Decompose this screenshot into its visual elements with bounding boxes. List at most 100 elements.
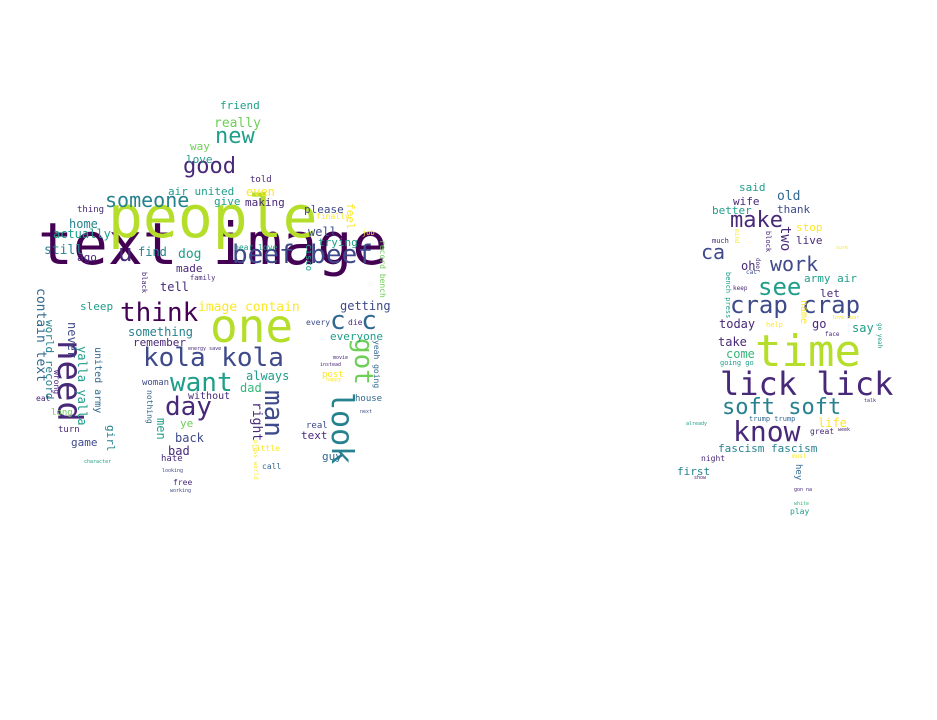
left-cloud-word: something	[128, 325, 194, 339]
left-cloud-word: love	[186, 153, 213, 166]
left-cloud-word: energy save	[188, 346, 222, 352]
left-cloud-word: u	[118, 239, 133, 267]
right-cloud-word: go	[812, 317, 827, 331]
left-cloud-word: ago	[77, 251, 97, 264]
left-cloud-word: good	[183, 154, 236, 179]
left-cloud-word: everyone	[330, 330, 383, 343]
right-cloud-word: keep	[733, 285, 748, 292]
right-cloud-word: old	[777, 189, 801, 204]
left-cloud-word: movie	[333, 355, 349, 361]
right-cloud-word: live	[796, 234, 823, 247]
left-cloud-word: long	[51, 408, 73, 418]
right-cloud-word: thank	[777, 203, 811, 216]
left-cloud-word: never	[65, 322, 79, 359]
right-cloud-word: know	[733, 415, 801, 448]
left-cloud-word: actually	[53, 227, 111, 241]
left-cloud-word: want	[170, 368, 233, 398]
right-cloud-word: today	[719, 317, 756, 331]
right-cloud-word: show	[694, 475, 707, 481]
right-cloud-word: great	[810, 427, 835, 436]
left-cloud-word: turn	[58, 425, 80, 435]
right-cloud-word: let	[820, 287, 840, 300]
right-cloud-word: going go	[720, 359, 754, 367]
left-cloud-word: thing	[77, 205, 105, 215]
left-cloud-word: man	[258, 390, 288, 437]
right-cloud-word: mind	[733, 229, 740, 244]
left-cloud-word: call	[262, 462, 282, 471]
left-cloud-word: making	[245, 196, 285, 209]
left-cloud-word: finally	[316, 212, 350, 221]
left-cloud-word: bear love	[234, 243, 278, 252]
left-cloud-word: give	[214, 195, 241, 208]
right-cloud-word: fascism fascism	[718, 442, 818, 455]
left-cloud-word: record bench	[378, 240, 387, 298]
left-cloud-word: job	[362, 229, 375, 237]
right-cloud-word: bench press	[724, 272, 732, 319]
right-cloud-word: oh	[741, 259, 756, 273]
left-cloud-word: kola kola	[143, 343, 284, 373]
left-cloud-word: getting	[340, 299, 391, 313]
right-cloud-word: week	[838, 427, 851, 433]
right-cloud-word: make	[730, 208, 783, 233]
left-cloud-word: world record	[43, 320, 56, 400]
left-cloud-word: tell	[160, 280, 189, 294]
right-cloud-word: lick lick	[720, 365, 894, 403]
right-cloud-word: go yeah	[876, 323, 883, 349]
left-cloud-word: beef beef	[232, 240, 373, 270]
left-cloud-word: find	[138, 245, 167, 259]
left-cloud-word: friend	[220, 99, 260, 112]
left-cloud-word: text	[301, 429, 328, 442]
left-cloud-word: die	[348, 318, 363, 327]
right-cloud-word: two	[777, 226, 793, 252]
left-cloud-word: character	[84, 459, 112, 465]
right-cloud-word: ca	[701, 240, 726, 264]
right-cloud-word: play	[790, 507, 810, 516]
right-cloud-word: better	[712, 204, 752, 217]
left-cloud-word: black	[140, 272, 148, 294]
left-cloud-word: cisco	[303, 244, 313, 272]
left-cloud-word: trying	[318, 236, 358, 249]
right-cloud-word: talk	[864, 398, 877, 404]
left-cloud-word: one	[210, 299, 294, 353]
right-cloud-word: time	[755, 326, 861, 377]
left-cloud-word: got	[348, 338, 378, 385]
right-cloud-word: come	[726, 347, 755, 361]
left-cloud-word: wrong	[52, 370, 61, 395]
left-cloud-word: c c	[330, 306, 377, 336]
left-cloud-word: really	[214, 116, 261, 131]
right-cloud-word: must	[792, 453, 807, 460]
left-cloud-word: sleep	[80, 300, 114, 313]
left-cloud-word: contain text	[33, 288, 48, 382]
left-cloud-word: family	[190, 274, 216, 282]
left-cloud-word: remember	[133, 336, 186, 349]
left-cloud-word: woman	[142, 378, 170, 388]
left-cloud-word: please	[304, 203, 344, 216]
right-cloud-word: take	[718, 335, 747, 349]
left-cloud-word: press world	[252, 440, 259, 480]
left-cloud-word: eat	[36, 394, 51, 403]
left-cloud-word: men	[154, 418, 168, 440]
left-cloud-word: always	[246, 369, 290, 383]
left-cloud-word: little	[251, 444, 280, 453]
right-cloud-word: crap crap	[730, 291, 861, 319]
left-cloud-word: working	[170, 488, 192, 494]
right-cloud-word: sure	[836, 245, 849, 251]
right-cloud-word: say	[852, 321, 874, 335]
left-cloud-word: need	[49, 340, 89, 422]
left-cloud-word: well	[308, 225, 337, 239]
right-cloud-word: first	[677, 465, 711, 478]
left-cloud-word: next	[360, 409, 373, 415]
right-cloud-word: white	[794, 501, 810, 507]
right-cloud-word: already	[686, 421, 708, 427]
right-cloud-word: block	[764, 231, 772, 253]
left-cloud-word: even	[246, 185, 275, 199]
left-cloud-word: air united	[168, 185, 235, 198]
left-cloud-word: nothing	[145, 390, 154, 424]
left-cloud-word: ye	[180, 417, 194, 430]
right-cloud-word: see	[758, 273, 802, 301]
left-cloud-word: united army	[92, 347, 103, 414]
left-cloud-word: someone	[105, 188, 190, 212]
left-cloud-word: every	[306, 318, 331, 327]
left-cloud-word: post	[322, 370, 344, 380]
right-cloud-word: soft soft	[722, 395, 842, 420]
